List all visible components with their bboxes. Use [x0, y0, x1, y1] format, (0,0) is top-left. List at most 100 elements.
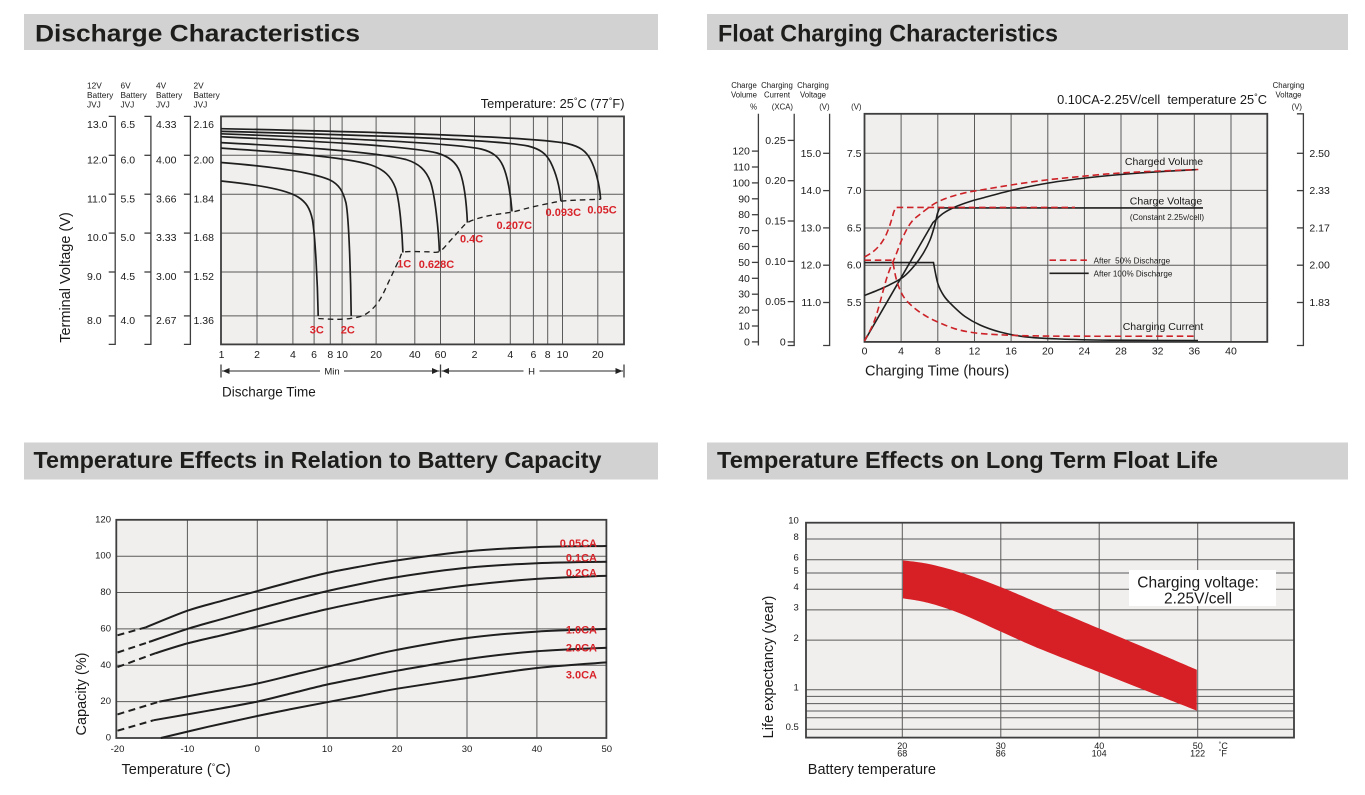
- svg-text:6: 6: [311, 349, 317, 361]
- svg-text:1.0CA: 1.0CA: [566, 624, 597, 636]
- svg-text:10: 10: [557, 349, 569, 361]
- svg-text:3.33: 3.33: [156, 232, 177, 244]
- svg-text:0.05C: 0.05C: [587, 205, 616, 217]
- svg-text:40: 40: [738, 273, 750, 285]
- svg-text:40: 40: [1094, 741, 1104, 751]
- svg-text:32: 32: [1152, 346, 1164, 358]
- svg-text:Voltage: Voltage: [800, 91, 826, 100]
- svg-text:5.5: 5.5: [847, 297, 862, 309]
- svg-text:3.00: 3.00: [156, 271, 177, 283]
- svg-text:After 100% Discharge: After 100% Discharge: [1094, 270, 1173, 279]
- svg-text:Charging: Charging: [797, 81, 829, 90]
- svg-text:2.0CA: 2.0CA: [566, 642, 597, 654]
- svg-text:10: 10: [336, 349, 348, 361]
- svg-text:4.5: 4.5: [121, 271, 136, 283]
- svg-text:40: 40: [409, 349, 421, 361]
- svg-text:50: 50: [602, 744, 613, 755]
- svg-text:Charging: Charging: [761, 81, 793, 90]
- svg-text:Volume: Volume: [731, 91, 757, 100]
- svg-text:6.0: 6.0: [847, 260, 862, 272]
- svg-text:4: 4: [507, 349, 513, 361]
- svg-text:12V: 12V: [87, 81, 102, 91]
- svg-text:0.05CA: 0.05CA: [560, 538, 597, 550]
- svg-text:8: 8: [935, 346, 941, 358]
- svg-text:Life expectancy (year): Life expectancy (year): [761, 596, 777, 739]
- svg-text:40: 40: [532, 744, 543, 755]
- svg-text:86: 86: [996, 749, 1006, 759]
- svg-text:1: 1: [794, 683, 799, 694]
- svg-text:2.16: 2.16: [194, 119, 215, 131]
- svg-text:(Constant 2.25v/cell): (Constant 2.25v/cell): [1130, 213, 1205, 222]
- svg-text:JVJ: JVJ: [194, 100, 208, 110]
- svg-text:30: 30: [462, 744, 473, 755]
- svg-text:JVJ: JVJ: [87, 100, 101, 110]
- svg-text:Battery: Battery: [121, 90, 148, 100]
- svg-text:Current: Current: [764, 91, 791, 100]
- svg-text:Temperature: 25°C (77°F): Temperature: 25°C (77°F): [481, 96, 625, 111]
- svg-text:15.0: 15.0: [801, 148, 822, 160]
- svg-text:10: 10: [788, 516, 799, 527]
- svg-text:0.4C: 0.4C: [460, 234, 483, 246]
- svg-text:20: 20: [738, 305, 750, 317]
- svg-text:-20: -20: [111, 744, 125, 755]
- svg-text:1.84: 1.84: [194, 193, 215, 205]
- svg-text:2C: 2C: [341, 325, 355, 337]
- svg-text:3C: 3C: [310, 325, 324, 337]
- svg-text:Capacity (%): Capacity (%): [74, 653, 90, 736]
- svg-text:6: 6: [530, 349, 536, 361]
- svg-text:4.33: 4.33: [156, 119, 177, 131]
- svg-text:0.20: 0.20: [765, 175, 786, 187]
- svg-text:20: 20: [1042, 346, 1054, 358]
- svg-text:Temperature Effects in Relatio: Temperature Effects in Relation to Batte…: [34, 447, 602, 473]
- svg-text:24: 24: [1079, 346, 1091, 358]
- svg-text:120: 120: [732, 146, 750, 158]
- svg-text:0.5: 0.5: [786, 722, 799, 733]
- svg-text:40: 40: [100, 660, 111, 671]
- svg-text:12.0: 12.0: [801, 260, 822, 272]
- svg-text:3.0CA: 3.0CA: [566, 669, 597, 681]
- svg-text:20: 20: [392, 744, 403, 755]
- svg-text:80: 80: [738, 209, 750, 221]
- svg-text:2.00: 2.00: [194, 154, 215, 166]
- svg-text:60: 60: [435, 349, 447, 361]
- svg-text:Discharge Time: Discharge Time: [222, 385, 316, 400]
- svg-text:110: 110: [733, 162, 750, 174]
- svg-text:2: 2: [254, 349, 260, 361]
- svg-text:H: H: [528, 367, 535, 378]
- svg-text:5: 5: [794, 566, 799, 577]
- svg-text:9.0: 9.0: [87, 271, 102, 283]
- svg-text:0: 0: [862, 346, 868, 358]
- svg-text:JVJ: JVJ: [156, 100, 170, 110]
- svg-text:0: 0: [744, 336, 750, 348]
- svg-text:28: 28: [1115, 346, 1127, 358]
- svg-text:10: 10: [738, 321, 750, 333]
- svg-text:(V): (V): [1292, 103, 1303, 112]
- svg-text:10.0: 10.0: [87, 232, 108, 244]
- svg-text:2: 2: [794, 633, 799, 644]
- svg-text:1.52: 1.52: [194, 271, 215, 283]
- svg-text:Battery temperature: Battery temperature: [808, 762, 936, 778]
- svg-text:0: 0: [255, 744, 260, 755]
- svg-text:30: 30: [738, 289, 750, 301]
- svg-text:Charge Voltage: Charge Voltage: [1130, 195, 1203, 207]
- svg-text:0.15: 0.15: [765, 216, 786, 228]
- svg-text:60: 60: [100, 623, 111, 634]
- svg-text:0.2CA: 0.2CA: [566, 567, 597, 579]
- svg-text:Temperature Effects on Long Te: Temperature Effects on Long Term Float L…: [717, 447, 1218, 473]
- svg-text:(V): (V): [819, 103, 830, 112]
- svg-text:Charging: Charging: [1273, 81, 1305, 90]
- svg-text:Terminal Voltage (V): Terminal Voltage (V): [58, 212, 74, 343]
- svg-text:Battery: Battery: [87, 90, 114, 100]
- svg-text:12: 12: [969, 346, 981, 358]
- svg-text:6.5: 6.5: [847, 222, 862, 234]
- svg-text:4.0: 4.0: [121, 315, 136, 327]
- svg-text:16: 16: [1005, 346, 1017, 358]
- svg-text:6: 6: [794, 553, 799, 564]
- svg-text:2.25V/cell: 2.25V/cell: [1164, 591, 1232, 608]
- svg-text:2.33: 2.33: [1309, 185, 1330, 197]
- svg-text:4.00: 4.00: [156, 154, 177, 166]
- svg-text:6.5: 6.5: [121, 119, 136, 131]
- svg-text:3: 3: [794, 603, 799, 614]
- svg-text:70: 70: [738, 225, 750, 237]
- svg-text:Charging voltage:: Charging voltage:: [1137, 575, 1259, 592]
